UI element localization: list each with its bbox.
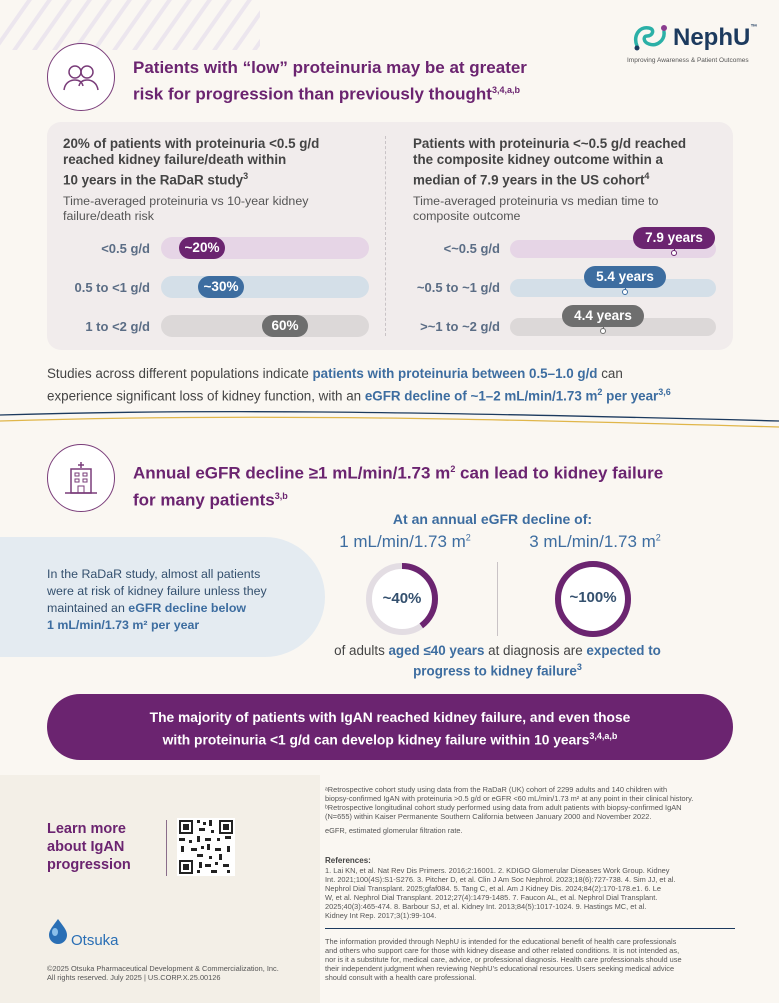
us-bar-value: 4.4 years — [562, 305, 644, 327]
us-bar-track — [510, 318, 716, 336]
patients-icon — [47, 43, 115, 111]
us-cohort-subtitle: Time-averaged proteinuria vs median time… — [413, 194, 659, 223]
footer-left-panel — [0, 775, 320, 1003]
section1-title: Patients with “low” proteinuria may be a… — [133, 58, 527, 104]
footnotes: ᵃRetrospective cohort study using data f… — [325, 785, 694, 835]
us-bar-value: 7.9 years — [633, 227, 715, 249]
ring-rate-3: 3 mL/min/1.73 m2 — [529, 532, 661, 551]
decorative-stripes — [0, 0, 260, 50]
wave-divider — [0, 410, 779, 428]
copyright: ©2025 Otsuka Pharmaceutical Development … — [47, 964, 279, 982]
radar-row-label: <0.5 g/d — [101, 241, 150, 256]
studies-statement: Studies across different populations ind… — [47, 366, 671, 404]
us-cohort-title: Patients with proteinuria <~0.5 g/d reac… — [413, 136, 687, 188]
ring-40-label: ~40% — [382, 590, 422, 607]
qr-code[interactable] — [177, 818, 235, 876]
ring-divider — [497, 562, 498, 636]
brand-tagline: Improving Awareness & Patient Outcomes — [627, 57, 749, 64]
us-bar-value: 5.4 years — [584, 266, 666, 288]
us-bar-marker-dot — [600, 328, 606, 334]
key-takeaway-banner: The majority of patients with IgAN reach… — [47, 694, 733, 760]
radar-title: 20% of patients with proteinuria <0.5 g/… — [63, 136, 320, 188]
radar-bar-value: 60% — [262, 315, 308, 337]
ring-100-progress — [555, 561, 631, 637]
otsuka-logo: Otsuka — [47, 918, 187, 950]
us-row-label: >~1 to ~2 g/d — [420, 319, 500, 334]
radar-study-card — [0, 537, 325, 657]
section2-title: Annual eGFR decline ≥1 mL/min/1.73 m2 ca… — [133, 463, 664, 510]
ring-100-label: ~100% — [569, 589, 617, 606]
ring-100 — [555, 561, 631, 637]
radar-bar-value: ~20% — [179, 237, 225, 259]
nephu-logo-icon — [634, 25, 667, 51]
us-row-label: <~0.5 g/d — [443, 241, 500, 256]
ring-caption: of adults aged ≤40 years at diagnosis ar… — [334, 643, 661, 679]
references-heading: References: — [325, 856, 371, 865]
us-bar-marker-dot — [671, 250, 677, 256]
panel-divider — [385, 136, 386, 336]
disclaimer: The information provided through NephU i… — [325, 937, 682, 982]
us-bar-track — [510, 279, 716, 297]
ring-rate-1: 1 mL/min/1.73 m2 — [339, 532, 471, 551]
radar-row-label: 0.5 to <1 g/d — [74, 280, 151, 295]
radar-bar-value: ~30% — [198, 276, 244, 298]
otsuka-name: Otsuka — [71, 932, 119, 949]
ring-40 — [366, 563, 438, 635]
learn-more-link[interactable]: Learn more about IgAN progression — [47, 821, 131, 873]
ring-40-progress — [366, 563, 438, 635]
disclaimer-rule — [325, 928, 735, 929]
annual-decline-heading: At an annual eGFR decline of: — [392, 511, 593, 527]
hospital-icon — [47, 444, 115, 512]
nephu-logo: NephU™ Improving Awareness & Patient Out… — [627, 18, 761, 68]
us-row-label: ~0.5 to ~1 g/d — [416, 280, 500, 295]
us-bar-marker-dot — [622, 289, 628, 295]
radar-bar-track — [161, 276, 369, 298]
brand-name: NephU™ — [673, 24, 758, 51]
radar-row-label: 1 to <2 g/d — [85, 319, 150, 334]
references-list: 1. Lai KN, et al. Nat Rev Dis Primers. 2… — [325, 866, 676, 920]
radar-study-text: In the RaDaR study, almost all patients … — [47, 567, 267, 632]
radar-subtitle: Time-averaged proteinuria vs 10-year kid… — [63, 194, 309, 223]
learn-divider — [166, 820, 167, 876]
otsuka-logo-icon — [49, 919, 67, 944]
